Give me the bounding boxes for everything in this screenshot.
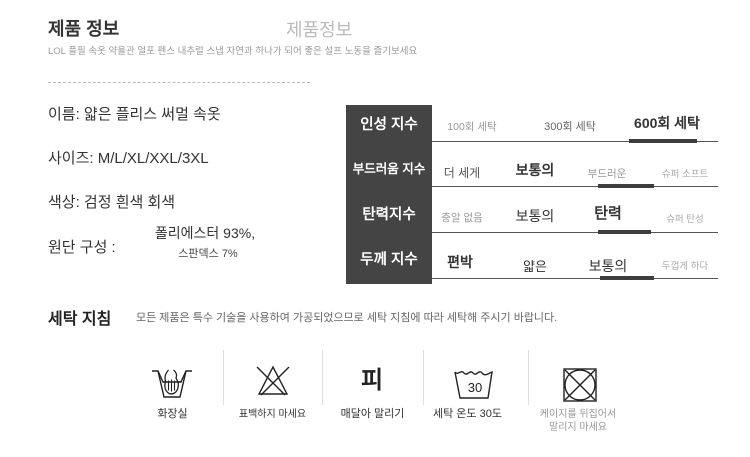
svg-text:30: 30 bbox=[468, 380, 482, 395]
